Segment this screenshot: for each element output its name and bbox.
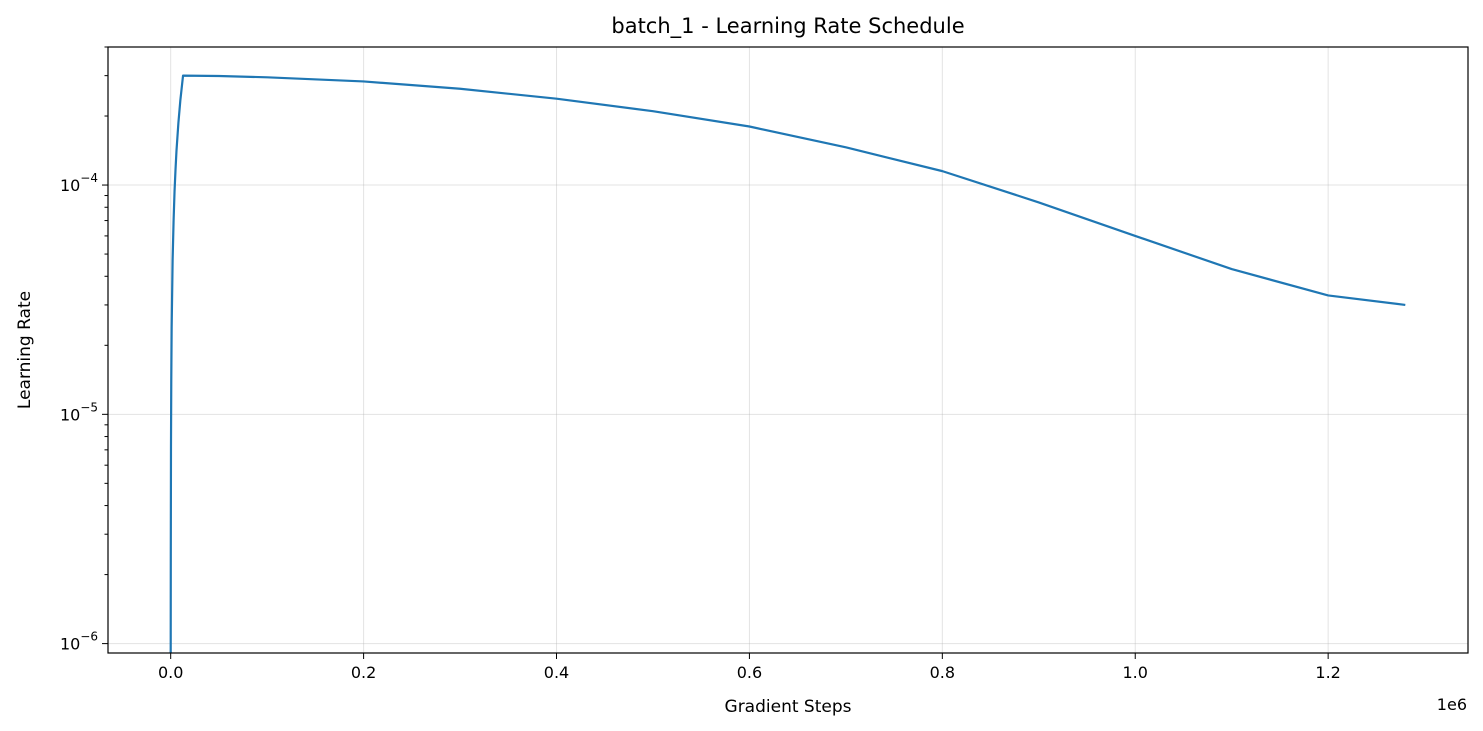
x-tick-label: 1.2 [1315,663,1340,682]
y-tick-label: 10−6 [60,630,98,654]
y-tick-label: 10−4 [60,171,98,195]
x-tick-label: 0.2 [351,663,376,682]
x-axis-label: Gradient Steps [725,697,852,717]
learning-rate-series-line [169,74,1406,654]
chart-title: batch_1 - Learning Rate Schedule [611,14,964,39]
x-tick-label: 1.0 [1123,663,1148,682]
y-tick-label: 10−5 [60,400,98,424]
x-tick-label: 0.6 [737,663,762,682]
x-tick-label: 0.8 [930,663,955,682]
grid-lines [108,47,1468,653]
series-layer [169,74,1406,654]
x-tick-label: 0.0 [158,663,183,682]
x-tick-label: 0.4 [544,663,569,682]
axis-ticks: 0.0 0.2 0.4 0.6 0.8 1.0 1.2 10−6 10−5 10−4 [60,46,1341,682]
x-offset-label: 1e6 [1437,695,1467,714]
plot-frame [107,46,1469,654]
y-axis-label: Learning Rate [15,291,35,409]
